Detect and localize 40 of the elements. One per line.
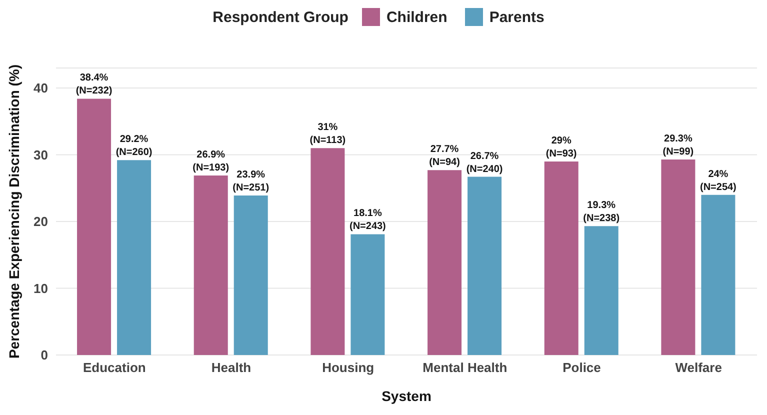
x-tick-label: Health [211,360,252,376]
bar [194,175,228,355]
bar [310,148,345,355]
data-label: 29.3% (N=99) [662,133,694,158]
bar [544,161,578,355]
y-axis-title: Percentage Experiencing Discrimination (%) [6,64,22,359]
bar [350,234,385,355]
data-label: 27.7% (N=94) [429,144,460,168]
bar [428,170,462,355]
y-tick-label: 40 [34,80,48,96]
bar [234,195,268,355]
y-tick-label: 10 [34,280,48,296]
data-label: 24% (N=254) [700,168,736,193]
y-tick-label: 20 [34,214,48,230]
data-label: 19.3% (N=238) [583,200,620,224]
bar [584,226,618,355]
x-tick-label: Education [82,360,146,376]
data-label: 23.9% (N=251) [232,169,270,194]
legend-label: Parents [489,8,544,26]
data-label: 38.4% (N=232) [76,72,112,97]
legend-label: Children [386,8,448,26]
bar [701,194,736,355]
x-tick-label: Police [562,360,601,376]
x-tick-label: Welfare [675,360,722,376]
x-tick-label: Mental Health [422,360,508,376]
data-label: 26.7% (N=240) [466,150,503,175]
data-label: 31% (N=113) [310,122,346,146]
y-tick-label: 30 [34,147,48,162]
bar [468,176,502,355]
data-label: 26.9% (N=193) [192,149,230,174]
data-label: 29.2% (N=260) [116,134,152,158]
x-tick-label: Housing [322,360,374,376]
data-label: 29% (N=93) [546,135,577,160]
bar [117,160,152,355]
bar [77,98,112,355]
y-tick-label: 0 [40,348,48,363]
x-axis-title: System [382,388,432,404]
legend-title: Respondent Group [212,8,348,26]
bar [661,159,696,355]
data-label: 18.1% (N=243) [349,208,386,232]
